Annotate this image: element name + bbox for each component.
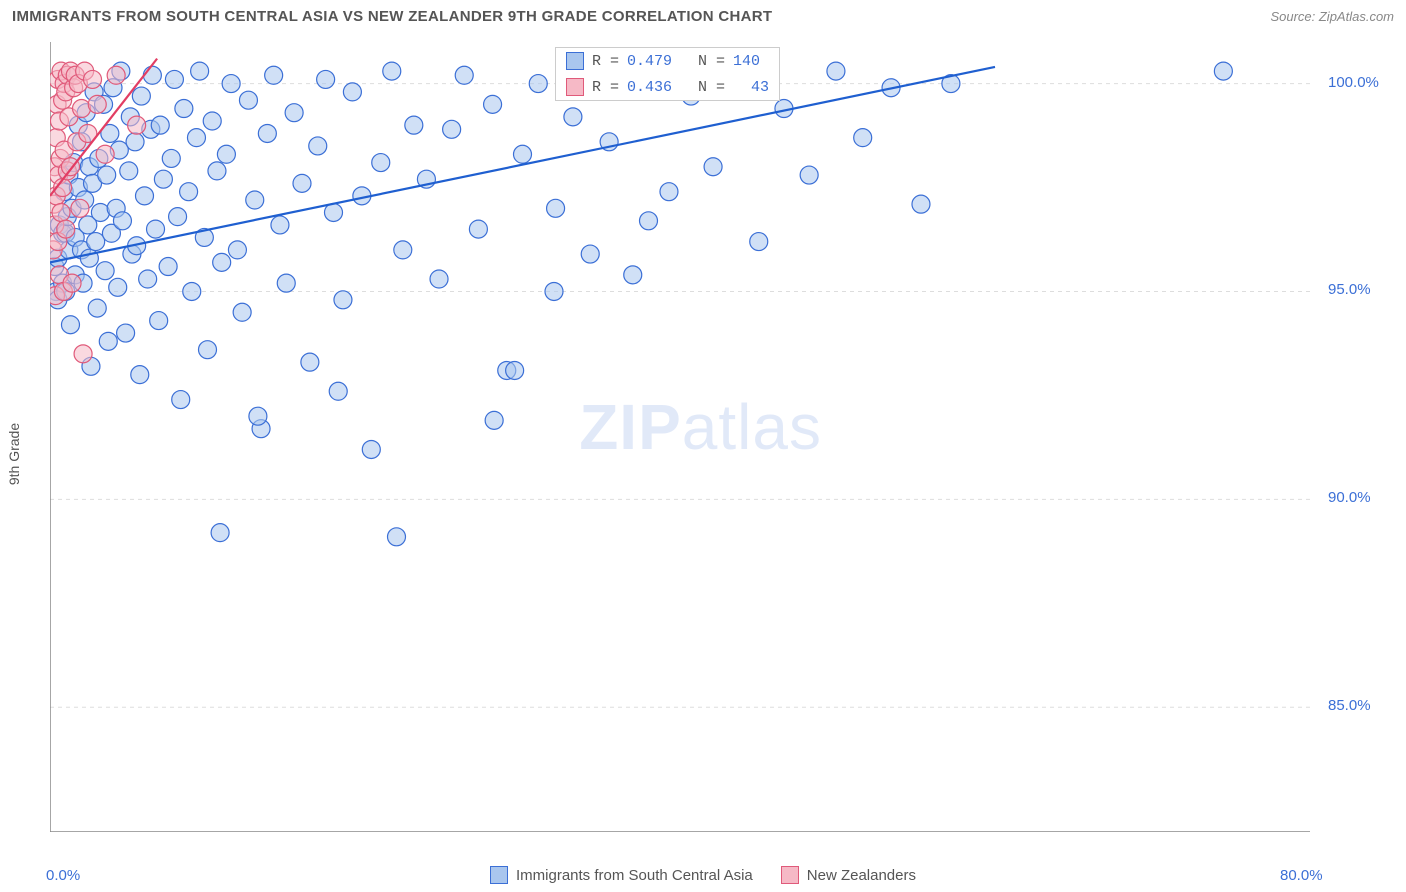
chart-header: IMMIGRANTS FROM SOUTH CENTRAL ASIA VS NE… [0, 0, 1406, 31]
chart-title: IMMIGRANTS FROM SOUTH CENTRAL ASIA VS NE… [12, 8, 772, 25]
scatter-plot [50, 42, 1310, 832]
legend-swatch [781, 866, 799, 884]
series-swatch [566, 78, 584, 96]
stats-r-label: R = [592, 79, 619, 96]
legend-item: New Zealanders [781, 866, 916, 884]
source-attribution: Source: ZipAtlas.com [1270, 9, 1394, 24]
stats-r-label: R = [592, 53, 619, 70]
y-tick-label: 100.0% [1328, 74, 1379, 91]
stats-n-label: N = [680, 79, 725, 96]
legend-item: Immigrants from South Central Asia [490, 866, 753, 884]
legend-label: Immigrants from South Central Asia [516, 867, 753, 884]
stats-n-label: N = [680, 53, 725, 70]
stats-r-value: 0.436 [627, 79, 672, 96]
legend-swatch [490, 866, 508, 884]
stats-n-value: 43 [733, 79, 769, 96]
y-tick-label: 85.0% [1328, 697, 1371, 714]
x-axis-max-label: 80.0% [1280, 867, 1323, 884]
y-tick-label: 90.0% [1328, 489, 1371, 506]
legend-label: New Zealanders [807, 867, 916, 884]
y-axis-label: 9th Grade [6, 423, 22, 485]
x-axis-min-label: 0.0% [46, 867, 80, 884]
series-legend: Immigrants from South Central Asia New Ze… [0, 866, 1406, 884]
stats-row: R = 0.479 N = 140 [556, 48, 779, 74]
stats-r-value: 0.479 [627, 53, 672, 70]
series-swatch [566, 52, 584, 70]
correlation-stats-box: R = 0.479 N = 140R = 0.436 N = 43 [555, 47, 780, 101]
y-tick-label: 95.0% [1328, 281, 1371, 298]
stats-n-value: 140 [733, 53, 760, 70]
stats-row: R = 0.436 N = 43 [556, 74, 779, 100]
